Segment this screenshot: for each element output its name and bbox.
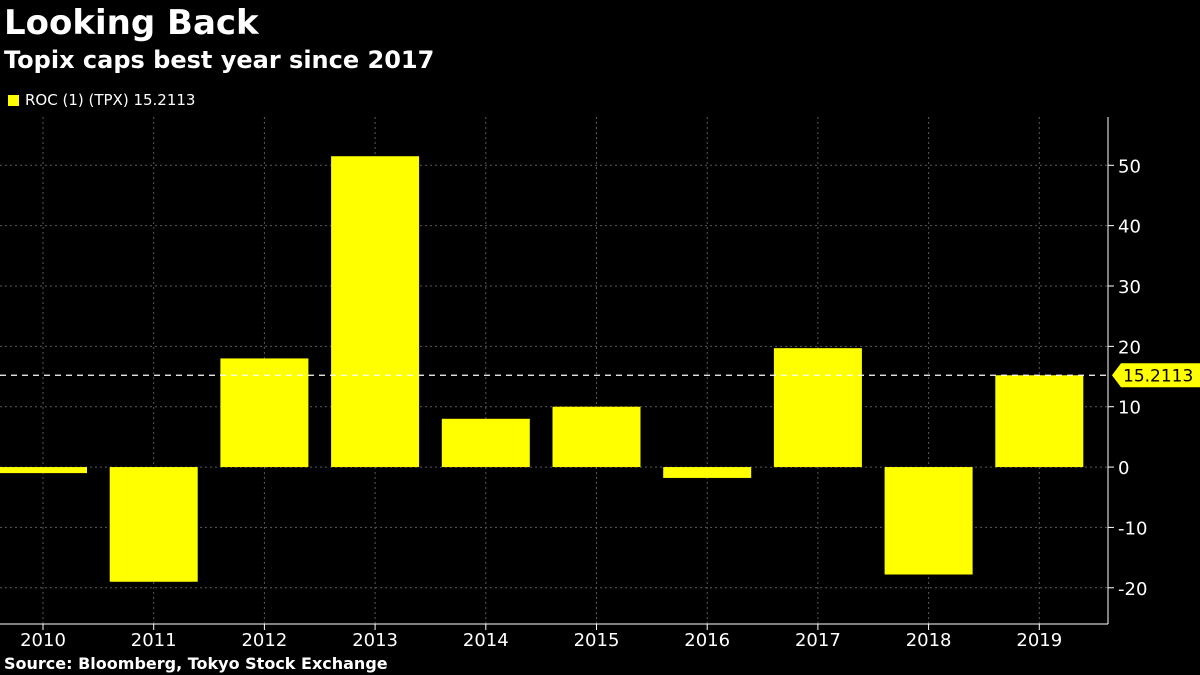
last-value-label: 15.2113 [1123,366,1193,386]
x-tick-label: 2019 [1016,630,1062,651]
y-tick-label: -20 [1118,579,1147,600]
chart-subtitle: Topix caps best year since 2017 [4,46,435,74]
bar-2010 [0,467,87,474]
x-tick-label: 2012 [241,630,287,651]
axis-layer: -20 -10 0 10 20 30 40 50 2010 2011 2012 2013 2014 201… [0,117,1200,651]
x-tick-label: 2011 [131,630,177,651]
bar-2013 [331,156,420,468]
y-tick-label: 0 [1118,458,1129,479]
y-tick-label: 30 [1118,277,1141,298]
bar-2012 [220,358,309,468]
chart-title: Looking Back [4,3,259,43]
y-tick-label: 40 [1118,217,1141,238]
bar-2017 [773,348,862,468]
y-tick-label: 50 [1118,156,1141,177]
last-value-flag [1112,363,1200,388]
legend-label: ROC (1) (TPX) 15.2113 [25,91,196,109]
x-tick-label: 2016 [684,630,730,651]
x-tick-label: 2017 [795,630,841,651]
bar-2014 [441,418,530,468]
x-tick-label: 2013 [352,630,398,651]
bar-layer [0,156,1084,582]
bar-2019 [995,375,1084,468]
bar-2016 [663,467,752,478]
x-tick-label: 2015 [574,630,620,651]
y-tick-label: 10 [1118,398,1141,419]
legend: ROC (1) (TPX) 15.2113 [8,90,195,110]
y-tick-label: 20 [1118,337,1141,358]
bar-2011 [109,467,198,582]
x-tick-label: 2018 [906,630,952,651]
x-tick-label: 2014 [463,630,509,651]
bar-2015 [552,406,641,468]
y-tick-label: -10 [1118,518,1147,539]
bar-2018 [884,467,973,575]
legend-swatch [8,94,19,106]
x-tick-label: 2010 [20,630,66,651]
source-note: Source: Bloomberg, Tokyo Stock Exchange [4,654,388,673]
